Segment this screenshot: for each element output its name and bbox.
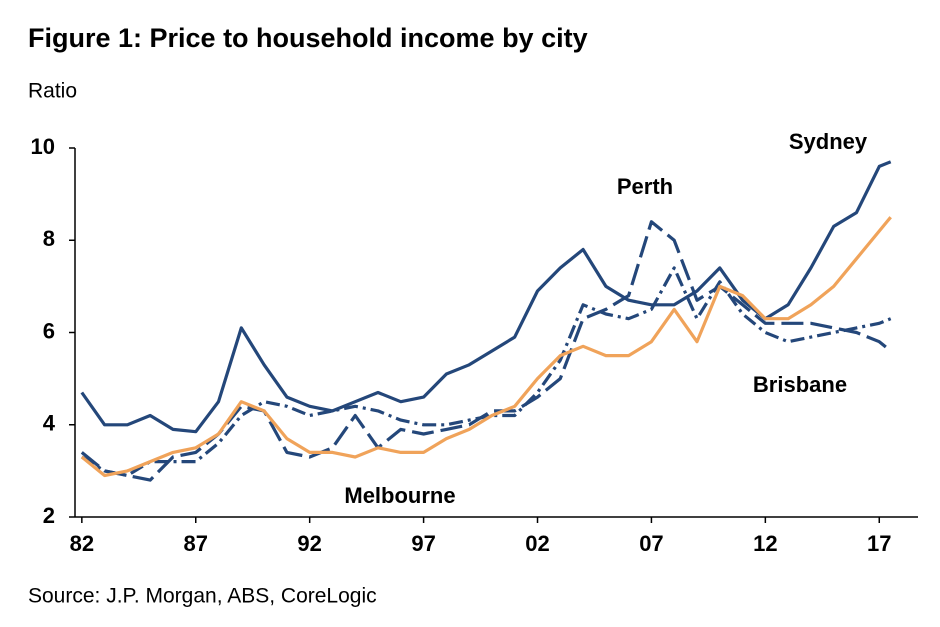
y-tick-label: 4 xyxy=(43,411,56,436)
y-axis-label: Ratio xyxy=(28,80,77,103)
x-tick-label: 12 xyxy=(753,531,777,556)
x-tick-label: 87 xyxy=(184,531,208,556)
series-label: Sydney xyxy=(789,129,868,154)
series-label: Melbourne xyxy=(344,483,455,508)
x-tick-label: 92 xyxy=(297,531,321,556)
x-tick-label: 82 xyxy=(70,531,94,556)
y-tick-label: 10 xyxy=(31,134,55,159)
y-tick-label: 6 xyxy=(43,318,55,343)
series-label: Perth xyxy=(617,174,673,199)
series-line xyxy=(80,220,892,482)
chart-title: Figure 1: Price to household income by c… xyxy=(28,23,588,53)
y-tick-label: 2 xyxy=(43,503,55,528)
series-label: Brisbane xyxy=(753,372,847,397)
x-tick-label: 17 xyxy=(867,531,891,556)
x-tick-label: 02 xyxy=(525,531,549,556)
x-tick-label: 07 xyxy=(639,531,663,556)
x-tick-label: 97 xyxy=(411,531,435,556)
y-tick-label: 8 xyxy=(43,226,55,251)
series-line xyxy=(80,216,892,478)
source: Source: J.P. Morgan, ABS, CoreLogic xyxy=(28,585,377,608)
